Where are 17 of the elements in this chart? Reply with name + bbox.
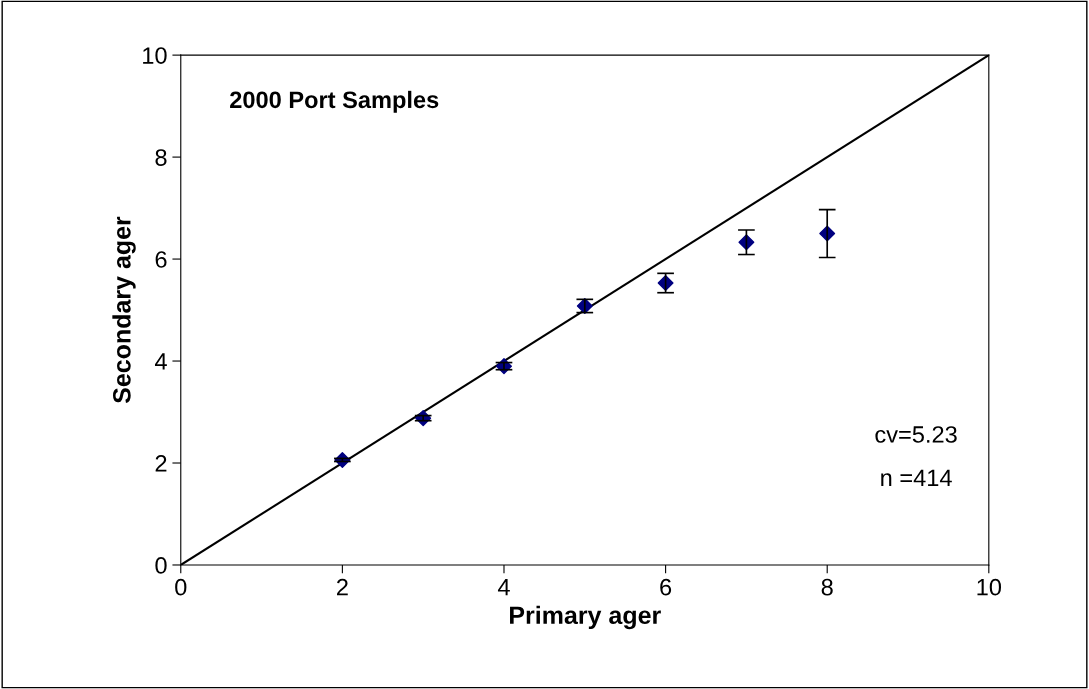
x-tick-label: 6 [660, 578, 672, 596]
y-tick-label: 0 [155, 557, 167, 574]
y-tick-label: 2 [155, 455, 167, 472]
annotation: cv=5.23 [875, 426, 957, 443]
y-tick-label: 8 [155, 149, 167, 166]
x-tick-label: 0 [175, 578, 187, 596]
annotation: 2000 Port Samples [230, 90, 439, 113]
x-tick-label: 10 [977, 578, 1002, 596]
x-tick-label: 4 [497, 579, 510, 596]
y-tick-label: 4 [154, 353, 167, 370]
annotation: n =414 [881, 469, 952, 486]
y-axis-title: Secondary ager [112, 216, 136, 404]
x-tick-label: 8 [821, 578, 833, 596]
y-tick-label: 6 [155, 251, 167, 268]
x-axis-title: Primary ager [510, 605, 661, 630]
y-tick-label: 10 [143, 47, 167, 64]
x-tick-label: 2 [337, 578, 348, 596]
